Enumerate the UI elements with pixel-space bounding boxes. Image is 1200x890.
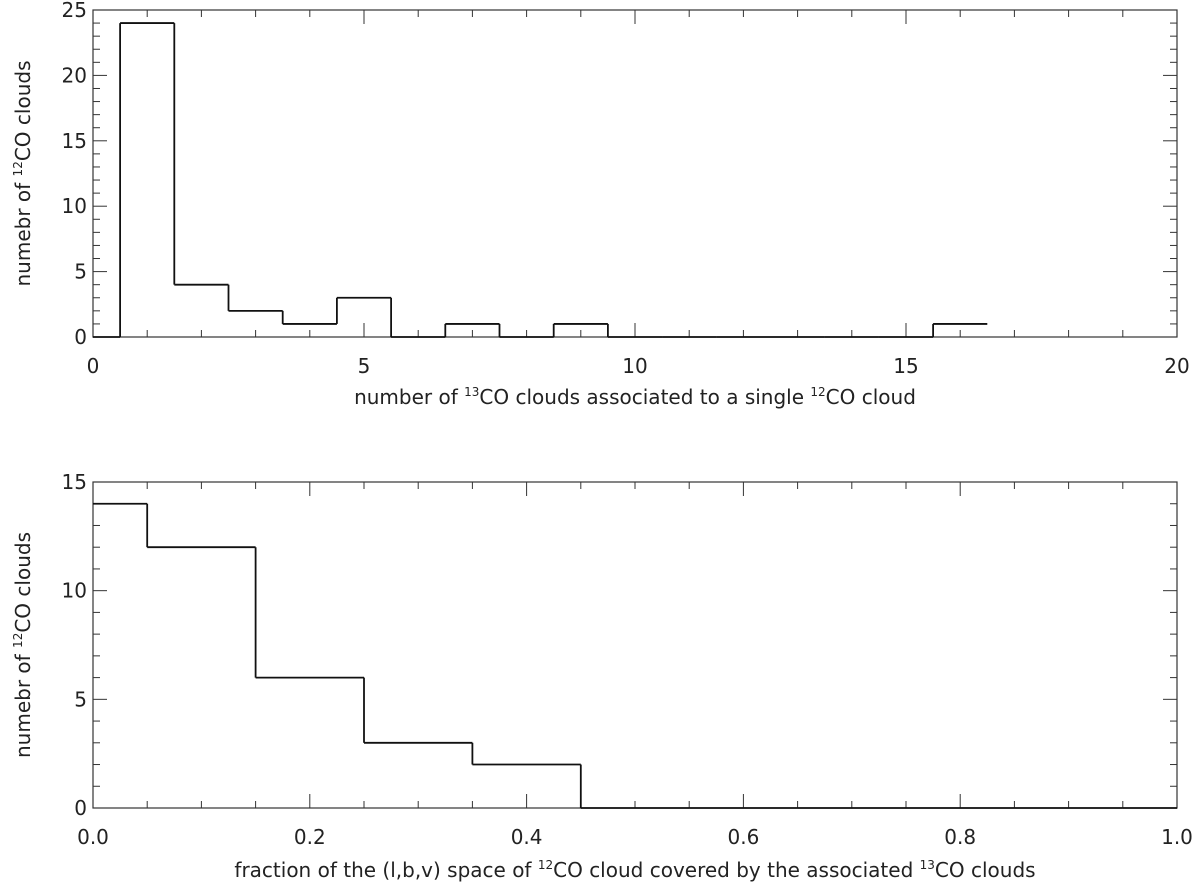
y-axis-label: numebr of 12CO clouds [11, 532, 35, 758]
histogram-bin [471, 742, 581, 766]
histogram-bin [932, 323, 988, 337]
x-tick-label: 0.0 [77, 825, 109, 849]
y-axis-label: numebr of 12CO clouds [11, 61, 35, 287]
histogram-bin [281, 310, 337, 325]
y-tick-label: 10 [62, 579, 87, 603]
x-axis-label: fraction of the (l,b,v) space of 12CO cl… [234, 858, 1035, 882]
y-tick-label: 5 [74, 260, 87, 284]
x-tick-label: 10 [622, 354, 647, 378]
histogram-bin [498, 323, 554, 338]
histogram-bin [146, 503, 256, 549]
histogram-bin [254, 547, 364, 679]
histogram-bin [227, 284, 283, 312]
x-tick-label: 1.0 [1161, 825, 1193, 849]
x-tick-label: 20 [1164, 354, 1189, 378]
x-tick-label: 0.2 [294, 825, 326, 849]
y-tick-label: 0 [74, 796, 87, 820]
histogram-bin [173, 23, 229, 286]
plot-frame [92, 9, 1178, 338]
y-tick-label: 15 [62, 470, 87, 494]
x-axis-label: number of 13CO clouds associated to a si… [354, 385, 916, 409]
top-histogram-panel: 0 5 10 15 20 0 5 10 15 20 25 number of 13CO clouds … [11, 0, 1190, 409]
x-tick-label: 0.4 [511, 825, 543, 849]
histogram-bin [579, 764, 690, 809]
histogram-bin [390, 297, 446, 338]
y-tick-label: 10 [62, 194, 87, 218]
x-tick-label: 0.6 [727, 825, 759, 849]
y-tick-label: 25 [62, 0, 87, 22]
histogram-bin [607, 323, 663, 338]
histogram-bin [335, 296, 392, 324]
histogram-bin [444, 323, 500, 337]
y-tick-label: 15 [62, 129, 87, 153]
histogram-bin [363, 677, 473, 744]
bottom-histogram-panel: 0.0 0.2 0.4 0.6 0.8 1.0 0 5 10 15 fraction of the … [11, 470, 1193, 882]
histogram-bin [119, 22, 175, 337]
x-tick-label: 0 [87, 354, 100, 378]
y-tick-label: 0 [74, 325, 87, 349]
y-tick-label: 5 [74, 687, 87, 711]
histogram-bin [552, 323, 608, 337]
y-tick-label: 20 [62, 63, 87, 87]
x-tick-label: 5 [358, 354, 371, 378]
x-tick-label: 15 [893, 354, 918, 378]
x-tick-label: 0.8 [944, 825, 976, 849]
